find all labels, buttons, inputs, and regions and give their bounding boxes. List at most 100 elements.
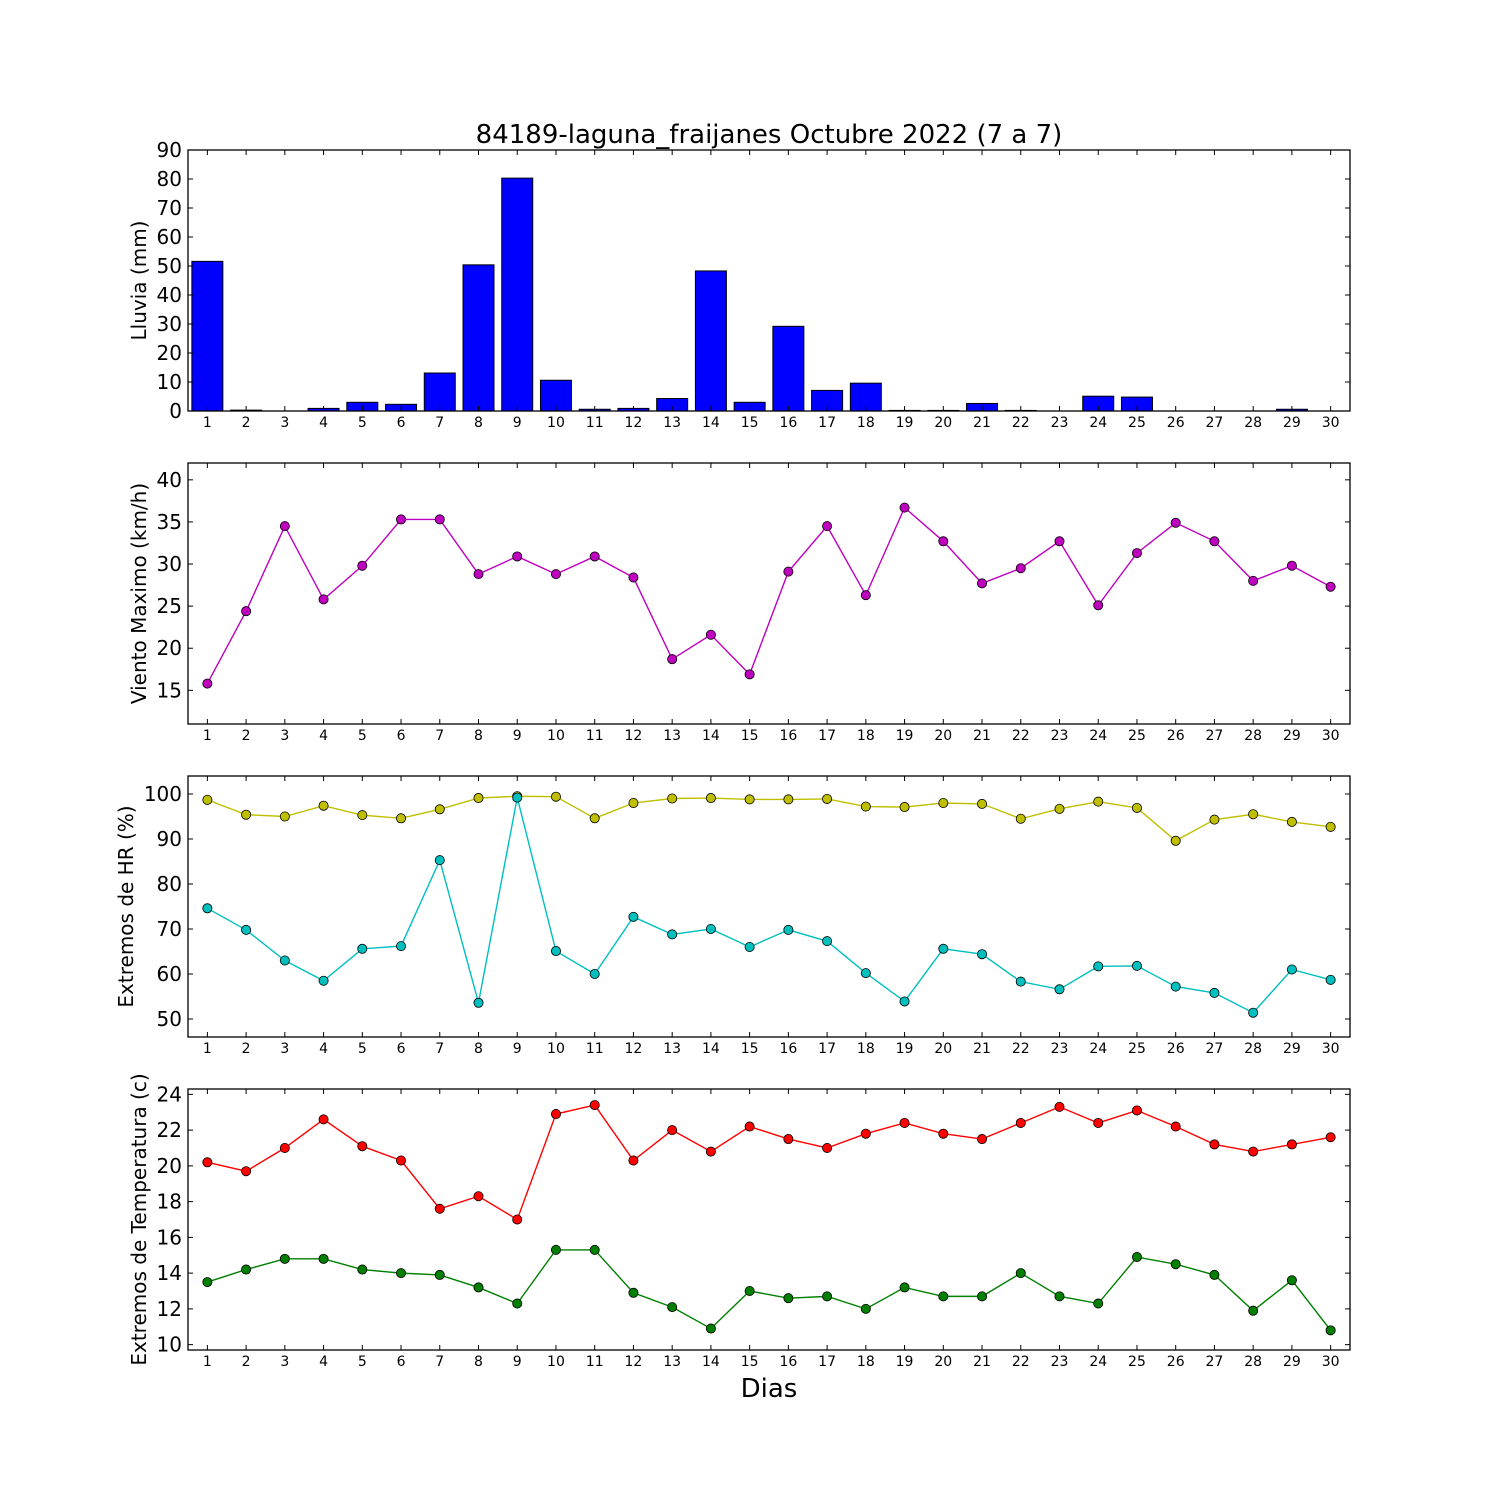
series-1-point-day-4 (318, 594, 329, 605)
x-tick-label: 3 (280, 728, 289, 744)
series-2-point-day-29 (1286, 1275, 1297, 1286)
series-1-point-day-11 (589, 551, 600, 562)
bar-day-14 (694, 270, 727, 412)
y-tick-label: 90 (157, 827, 182, 851)
y-tick-label: 50 (157, 1007, 182, 1031)
series-1-point-day-5 (357, 1141, 368, 1152)
x-tick-label: 14 (702, 1354, 720, 1370)
x-tick-label: 15 (741, 728, 759, 744)
x-tick-label: 17 (818, 728, 836, 744)
x-tick-label: 24 (1089, 1354, 1107, 1370)
series-2-point-day-5 (357, 1264, 368, 1275)
x-tick-label: 22 (1012, 728, 1030, 744)
series-1-point-day-15 (744, 794, 755, 805)
series-2-point-day-8 (473, 997, 484, 1008)
series-1-point-day-12 (628, 798, 639, 809)
series-1-point-day-2 (241, 1166, 252, 1177)
x-tick-label: 20 (934, 1354, 952, 1370)
x-tick-label: 9 (513, 1041, 522, 1057)
series-1-point-day-8 (473, 793, 484, 804)
x-tick-label: 16 (779, 1354, 797, 1370)
x-tick-label: 5 (358, 415, 367, 431)
bar-day-8 (462, 264, 495, 412)
y-axis-label: Lluvia (mm) (127, 221, 151, 341)
x-tick-label: 9 (513, 1354, 522, 1370)
series-2-point-day-29 (1286, 964, 1297, 975)
y-tick-label: 35 (157, 510, 182, 534)
series-1-point-day-24 (1093, 1117, 1104, 1128)
x-tick-label: 5 (358, 1354, 367, 1370)
series-2-point-day-25 (1131, 1252, 1142, 1263)
series-1-point-day-7 (434, 804, 445, 815)
series-1-point-day-2 (241, 809, 252, 820)
plot-frame (187, 1088, 1351, 1351)
series-1-point-day-25 (1131, 548, 1142, 559)
x-tick-label: 29 (1283, 728, 1301, 744)
series-1-point-day-9 (512, 551, 523, 562)
series-2-point-day-27 (1209, 1269, 1220, 1280)
series-2-point-day-14 (705, 924, 716, 935)
x-tick-label: 27 (1206, 1041, 1224, 1057)
y-tick-label: 30 (157, 312, 182, 336)
plot-frame (187, 149, 1351, 412)
x-tick-label: 24 (1089, 728, 1107, 744)
series-1-point-day-17 (822, 1142, 833, 1153)
x-tick-label: 22 (1012, 415, 1030, 431)
series-2-point-day-26 (1170, 1259, 1181, 1270)
series-1-point-day-3 (279, 1142, 290, 1153)
series-1-point-day-23 (1054, 803, 1065, 814)
x-tick-label: 11 (586, 415, 604, 431)
x-tick-label: 21 (973, 1354, 991, 1370)
series-1-point-day-27 (1209, 814, 1220, 825)
series-2-point-day-13 (667, 929, 678, 940)
series-1-point-day-18 (860, 1128, 871, 1139)
x-tick-label: 27 (1206, 728, 1224, 744)
series-1-point-day-4 (318, 800, 329, 811)
series-1-point-day-14 (705, 629, 716, 640)
series-2-point-day-7 (434, 1269, 445, 1280)
x-tick-label: 6 (397, 728, 406, 744)
series-2-point-day-28 (1248, 1305, 1259, 1316)
x-tick-label: 18 (857, 728, 875, 744)
y-tick-label: 24 (157, 1082, 182, 1106)
series-1-point-day-26 (1170, 1121, 1181, 1132)
series-2-point-day-12 (628, 1287, 639, 1298)
panel-1-data (191, 177, 1308, 412)
y-tick-label: 16 (157, 1225, 182, 1249)
series-2-point-day-19 (899, 1282, 910, 1293)
series-1-point-day-29 (1286, 1139, 1297, 1150)
series-1-point-day-2 (241, 606, 252, 617)
series-2-point-day-28 (1248, 1007, 1259, 1018)
y-tick-label: 18 (157, 1190, 182, 1214)
x-tick-label: 18 (857, 1041, 875, 1057)
y-axis-label: Extremos de Temperatura (c) (127, 1073, 151, 1365)
x-tick-label: 8 (474, 728, 483, 744)
series-2-point-day-13 (667, 1302, 678, 1313)
y-tick-label: 25 (157, 594, 182, 618)
series-2-point-day-16 (783, 1293, 794, 1304)
series-2-point-day-10 (550, 946, 561, 957)
series-2-point-day-8 (473, 1282, 484, 1293)
x-tick-label: 5 (358, 1041, 367, 1057)
series-1-point-day-18 (860, 801, 871, 812)
series-2-point-day-15 (744, 1286, 755, 1297)
x-tick-label: 19 (896, 415, 914, 431)
y-tick-label: 30 (157, 552, 182, 576)
x-tick-label: 2 (242, 1041, 251, 1057)
x-tick-label: 16 (779, 728, 797, 744)
x-tick-label: 7 (435, 1354, 444, 1370)
series-1-point-day-22 (1015, 813, 1026, 824)
x-tick-label: 10 (547, 415, 565, 431)
x-tick-label: 22 (1012, 1041, 1030, 1057)
bar-day-1 (191, 260, 224, 412)
series-1-point-day-12 (628, 1155, 639, 1166)
x-tick-label: 20 (934, 728, 952, 744)
series-1-point-day-26 (1170, 835, 1181, 846)
series-1-point-day-30 (1325, 1132, 1336, 1143)
y-tick-label: 100 (144, 782, 182, 806)
x-tick-label: 4 (319, 1041, 328, 1057)
x-tick-label: 29 (1283, 415, 1301, 431)
